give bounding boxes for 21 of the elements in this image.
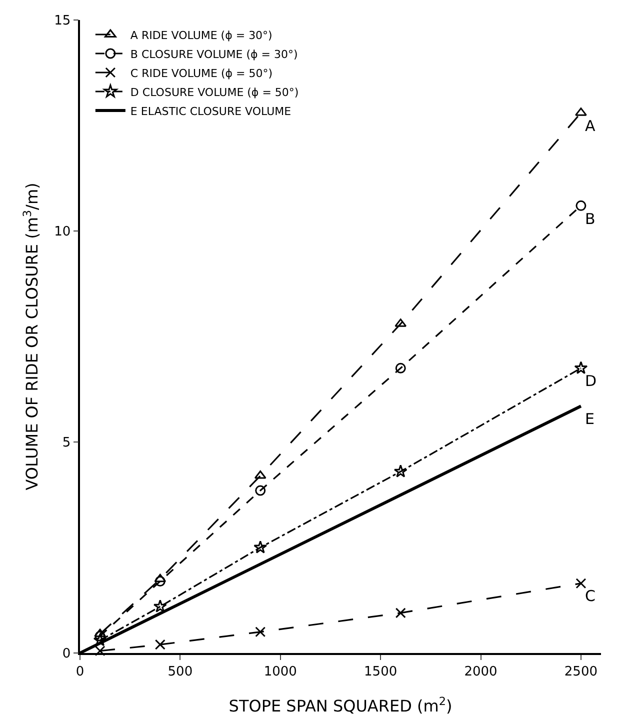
x-tick-label: 1500 <box>364 664 398 680</box>
legend-label: C RIDE VOLUME (ϕ = 50°) <box>130 66 273 80</box>
y-tick-label: 10 <box>54 224 71 240</box>
annotation: D <box>585 372 597 390</box>
x-axis-title: STOPE SPAN SQUARED (m$^{2}$) <box>228 694 452 716</box>
legend-label: A RIDE VOLUME (ϕ = 30°) <box>130 28 272 42</box>
y-tick-label: 0 <box>62 646 71 662</box>
legend-label: E ELASTIC CLOSURE VOLUME <box>130 104 292 118</box>
y-tick-label: 15 <box>54 14 71 29</box>
annotation: E <box>585 410 594 428</box>
annotation: C <box>585 587 596 605</box>
legend-label: B CLOSURE VOLUME (ϕ = 30°) <box>130 48 298 61</box>
y-tick-label: 5 <box>62 436 71 451</box>
x-tick-label: 2000 <box>464 664 498 680</box>
legend-label: D CLOSURE VOLUME (ϕ = 50°) <box>130 86 299 99</box>
x-tick-label: 2500 <box>564 664 598 680</box>
annotation: B <box>585 210 596 228</box>
x-tick-label: 1000 <box>264 664 297 680</box>
x-tick-label: 500 <box>168 664 193 680</box>
annotation: A <box>585 117 596 135</box>
x-tick-label: 0 <box>76 664 84 680</box>
